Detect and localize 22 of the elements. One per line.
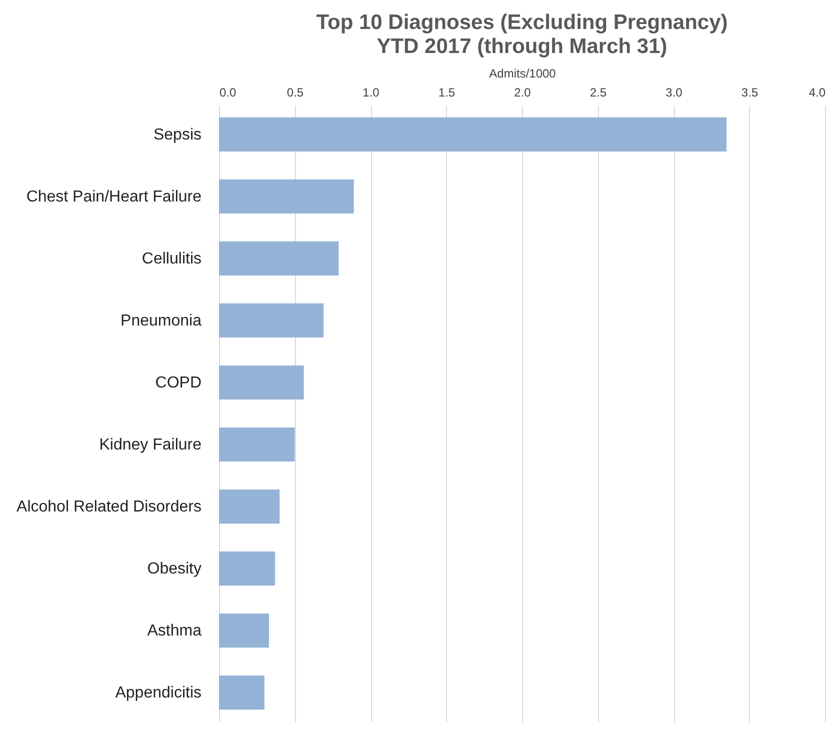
- x-tick-label: 4.0: [808, 86, 826, 100]
- x-tick-label: 0.0: [220, 86, 237, 100]
- y-tick-label: Cellulitis: [142, 250, 202, 268]
- y-tick-label: Sepsis: [153, 126, 202, 144]
- y-tick-label: Appendicitis: [115, 684, 202, 702]
- x-tick-label: 0.5: [286, 86, 304, 100]
- x-tick-label: 2.5: [590, 86, 607, 100]
- y-tick-label: Alcohol Related Disorders: [16, 498, 202, 516]
- x-tick-label: 3.5: [741, 86, 758, 100]
- x-tick-label: 3.0: [666, 86, 683, 100]
- chart-subtitle: YTD 2017 (through March 31): [376, 35, 668, 58]
- y-tick-label: Chest Pain/Heart Failure: [26, 188, 202, 206]
- y-tick-label: Pneumonia: [120, 312, 202, 330]
- x-tick-label: 1.0: [362, 86, 380, 100]
- y-tick-label: Asthma: [147, 622, 202, 640]
- x-tick-label: 2.0: [514, 86, 532, 100]
- x-tick-label: 1.5: [438, 86, 456, 100]
- y-tick-label: COPD: [155, 374, 202, 392]
- y-tick-label: Kidney Failure: [99, 436, 202, 454]
- x-axis-title: Admits/1000: [489, 66, 556, 80]
- chart-title: Top 10 Diagnoses (Excluding Pregnancy): [316, 11, 728, 34]
- y-tick-label: Obesity: [147, 560, 202, 578]
